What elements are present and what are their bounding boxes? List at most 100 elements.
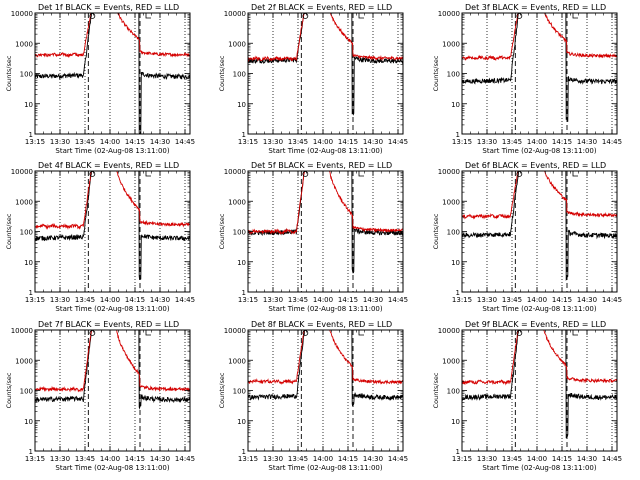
y-tick-label: 10000 xyxy=(224,10,246,18)
state-marker xyxy=(572,13,578,19)
peak-marker xyxy=(302,13,309,19)
x-tick-label: 13:30 xyxy=(477,296,497,304)
state-marker xyxy=(358,330,364,336)
y-tick-label: 1000 xyxy=(15,357,33,365)
x-tick-label: 13:30 xyxy=(477,138,497,146)
x-tick-label: 14:15 xyxy=(552,138,572,146)
y-axis-label: Counts/sec xyxy=(432,213,440,249)
state-marker xyxy=(145,13,151,19)
x-tick-label: 13:45 xyxy=(502,138,522,146)
x-tick-label: 14:45 xyxy=(175,455,195,463)
y-tick-label: 1000 xyxy=(228,198,246,206)
x-tick-label: 14:45 xyxy=(175,138,195,146)
peak-marker xyxy=(302,330,309,336)
x-tick-label: 14:30 xyxy=(577,138,597,146)
y-tick-label: 1 xyxy=(29,289,33,297)
y-axis-label: Counts/sec xyxy=(5,213,13,249)
panel-det-1: Det 1f BLACK = Events, RED = LLD 1 10 100 10… xyxy=(5,3,195,155)
y-tick-label: 10000 xyxy=(438,10,460,18)
series-lld-line xyxy=(462,13,617,61)
y-axis-label: Counts/sec xyxy=(432,55,440,91)
x-tick-label: 13:30 xyxy=(50,296,70,304)
x-tick-label: 13:30 xyxy=(477,455,497,463)
x-tick-label: 14:30 xyxy=(363,296,383,304)
y-tick-label: 100 xyxy=(447,71,460,79)
y-tick-label: 1000 xyxy=(228,40,246,48)
y-tick-label: 1 xyxy=(29,448,33,456)
y-tick-label: 1000 xyxy=(15,40,33,48)
y-tick-label: 1 xyxy=(456,289,460,297)
x-tick-label: 13:15 xyxy=(238,455,258,463)
y-tick-label: 100 xyxy=(20,388,33,396)
series-events-line xyxy=(35,171,190,280)
y-tick-label: 1000 xyxy=(228,357,246,365)
x-tick-label: 14:15 xyxy=(125,138,145,146)
series-events-line xyxy=(462,13,617,122)
y-axis-label: Counts/sec xyxy=(218,372,226,408)
y-tick-label: 100 xyxy=(447,229,460,237)
plot-frame xyxy=(461,170,618,293)
y-axis-label: Counts/sec xyxy=(5,55,13,91)
y-tick-label: 10000 xyxy=(11,168,33,176)
y-tick-label: 1 xyxy=(242,131,246,139)
y-axis-label: Counts/sec xyxy=(218,55,226,91)
x-tick-label: 13:15 xyxy=(452,455,472,463)
x-tick-label: 14:15 xyxy=(338,455,358,463)
series-events-line xyxy=(35,13,190,134)
x-tick-label: 13:15 xyxy=(452,138,472,146)
panel-title: Det 2f BLACK = Events, RED = LLD xyxy=(251,3,392,12)
y-tick-label: 10000 xyxy=(438,327,460,335)
series-events-line xyxy=(248,171,403,274)
panel-det-5: Det 5f BLACK = Events, RED = LLD 1 10 100 10… xyxy=(218,161,408,313)
series-lld-line xyxy=(462,171,617,220)
state-marker xyxy=(145,171,151,177)
plot-frame xyxy=(461,329,618,452)
y-axis-label: Counts/sec xyxy=(5,372,13,408)
x-tick-label: 13:45 xyxy=(288,455,308,463)
x-tick-label: 14:00 xyxy=(527,455,547,463)
y-tick-label: 10 xyxy=(237,101,246,109)
y-tick-label: 10000 xyxy=(11,327,33,335)
y-tick-label: 100 xyxy=(20,71,33,79)
x-tick-label: 13:15 xyxy=(238,296,258,304)
panel-title: Det 4f BLACK = Events, RED = LLD xyxy=(38,161,179,170)
peak-marker xyxy=(89,330,96,336)
x-tick-label: 14:30 xyxy=(577,296,597,304)
x-tick-label: 14:00 xyxy=(100,455,120,463)
panel-title: Det 1f BLACK = Events, RED = LLD xyxy=(38,3,179,12)
y-tick-label: 10 xyxy=(24,259,33,267)
x-axis-label: Start Time (02-Aug-08 13:11:00) xyxy=(268,464,382,472)
x-tick-label: 14:15 xyxy=(338,138,358,146)
panel-det-8: Det 8f BLACK = Events, RED = LLD 1 10 100 10… xyxy=(218,320,408,472)
y-tick-label: 100 xyxy=(447,388,460,396)
x-tick-label: 13:45 xyxy=(75,138,95,146)
x-axis-label: Start Time (02-Aug-08 13:11:00) xyxy=(55,147,169,155)
panel-title: Det 7f BLACK = Events, RED = LLD xyxy=(38,320,179,329)
x-tick-label: 13:45 xyxy=(502,455,522,463)
plot-frame xyxy=(461,12,618,135)
x-axis-label: Start Time (02-Aug-08 13:11:00) xyxy=(268,305,382,313)
y-tick-label: 10 xyxy=(237,418,246,426)
x-tick-label: 14:15 xyxy=(338,296,358,304)
x-tick-label: 14:00 xyxy=(313,138,333,146)
y-tick-label: 1 xyxy=(456,448,460,456)
panel-det-6: Det 6f BLACK = Events, RED = LLD 1 10 100 10… xyxy=(432,161,622,313)
y-tick-label: 10 xyxy=(451,101,460,109)
y-axis-label: Counts/sec xyxy=(218,213,226,249)
panel-det-4: Det 4f BLACK = Events, RED = LLD 1 10 100 10… xyxy=(5,161,195,313)
x-tick-label: 14:45 xyxy=(175,296,195,304)
panel-title: Det 6f BLACK = Events, RED = LLD xyxy=(465,161,606,170)
x-tick-label: 13:15 xyxy=(25,455,45,463)
x-tick-label: 14:30 xyxy=(363,455,383,463)
x-tick-label: 14:15 xyxy=(125,455,145,463)
x-axis-label: Start Time (02-Aug-08 13:11:00) xyxy=(268,147,382,155)
x-tick-label: 14:45 xyxy=(388,455,408,463)
x-tick-label: 14:30 xyxy=(577,455,597,463)
x-tick-label: 14:00 xyxy=(527,296,547,304)
x-tick-label: 14:15 xyxy=(552,455,572,463)
x-tick-label: 14:00 xyxy=(100,296,120,304)
y-tick-label: 10000 xyxy=(438,168,460,176)
state-marker xyxy=(145,330,151,336)
y-tick-label: 1 xyxy=(29,131,33,139)
y-tick-label: 10000 xyxy=(224,168,246,176)
